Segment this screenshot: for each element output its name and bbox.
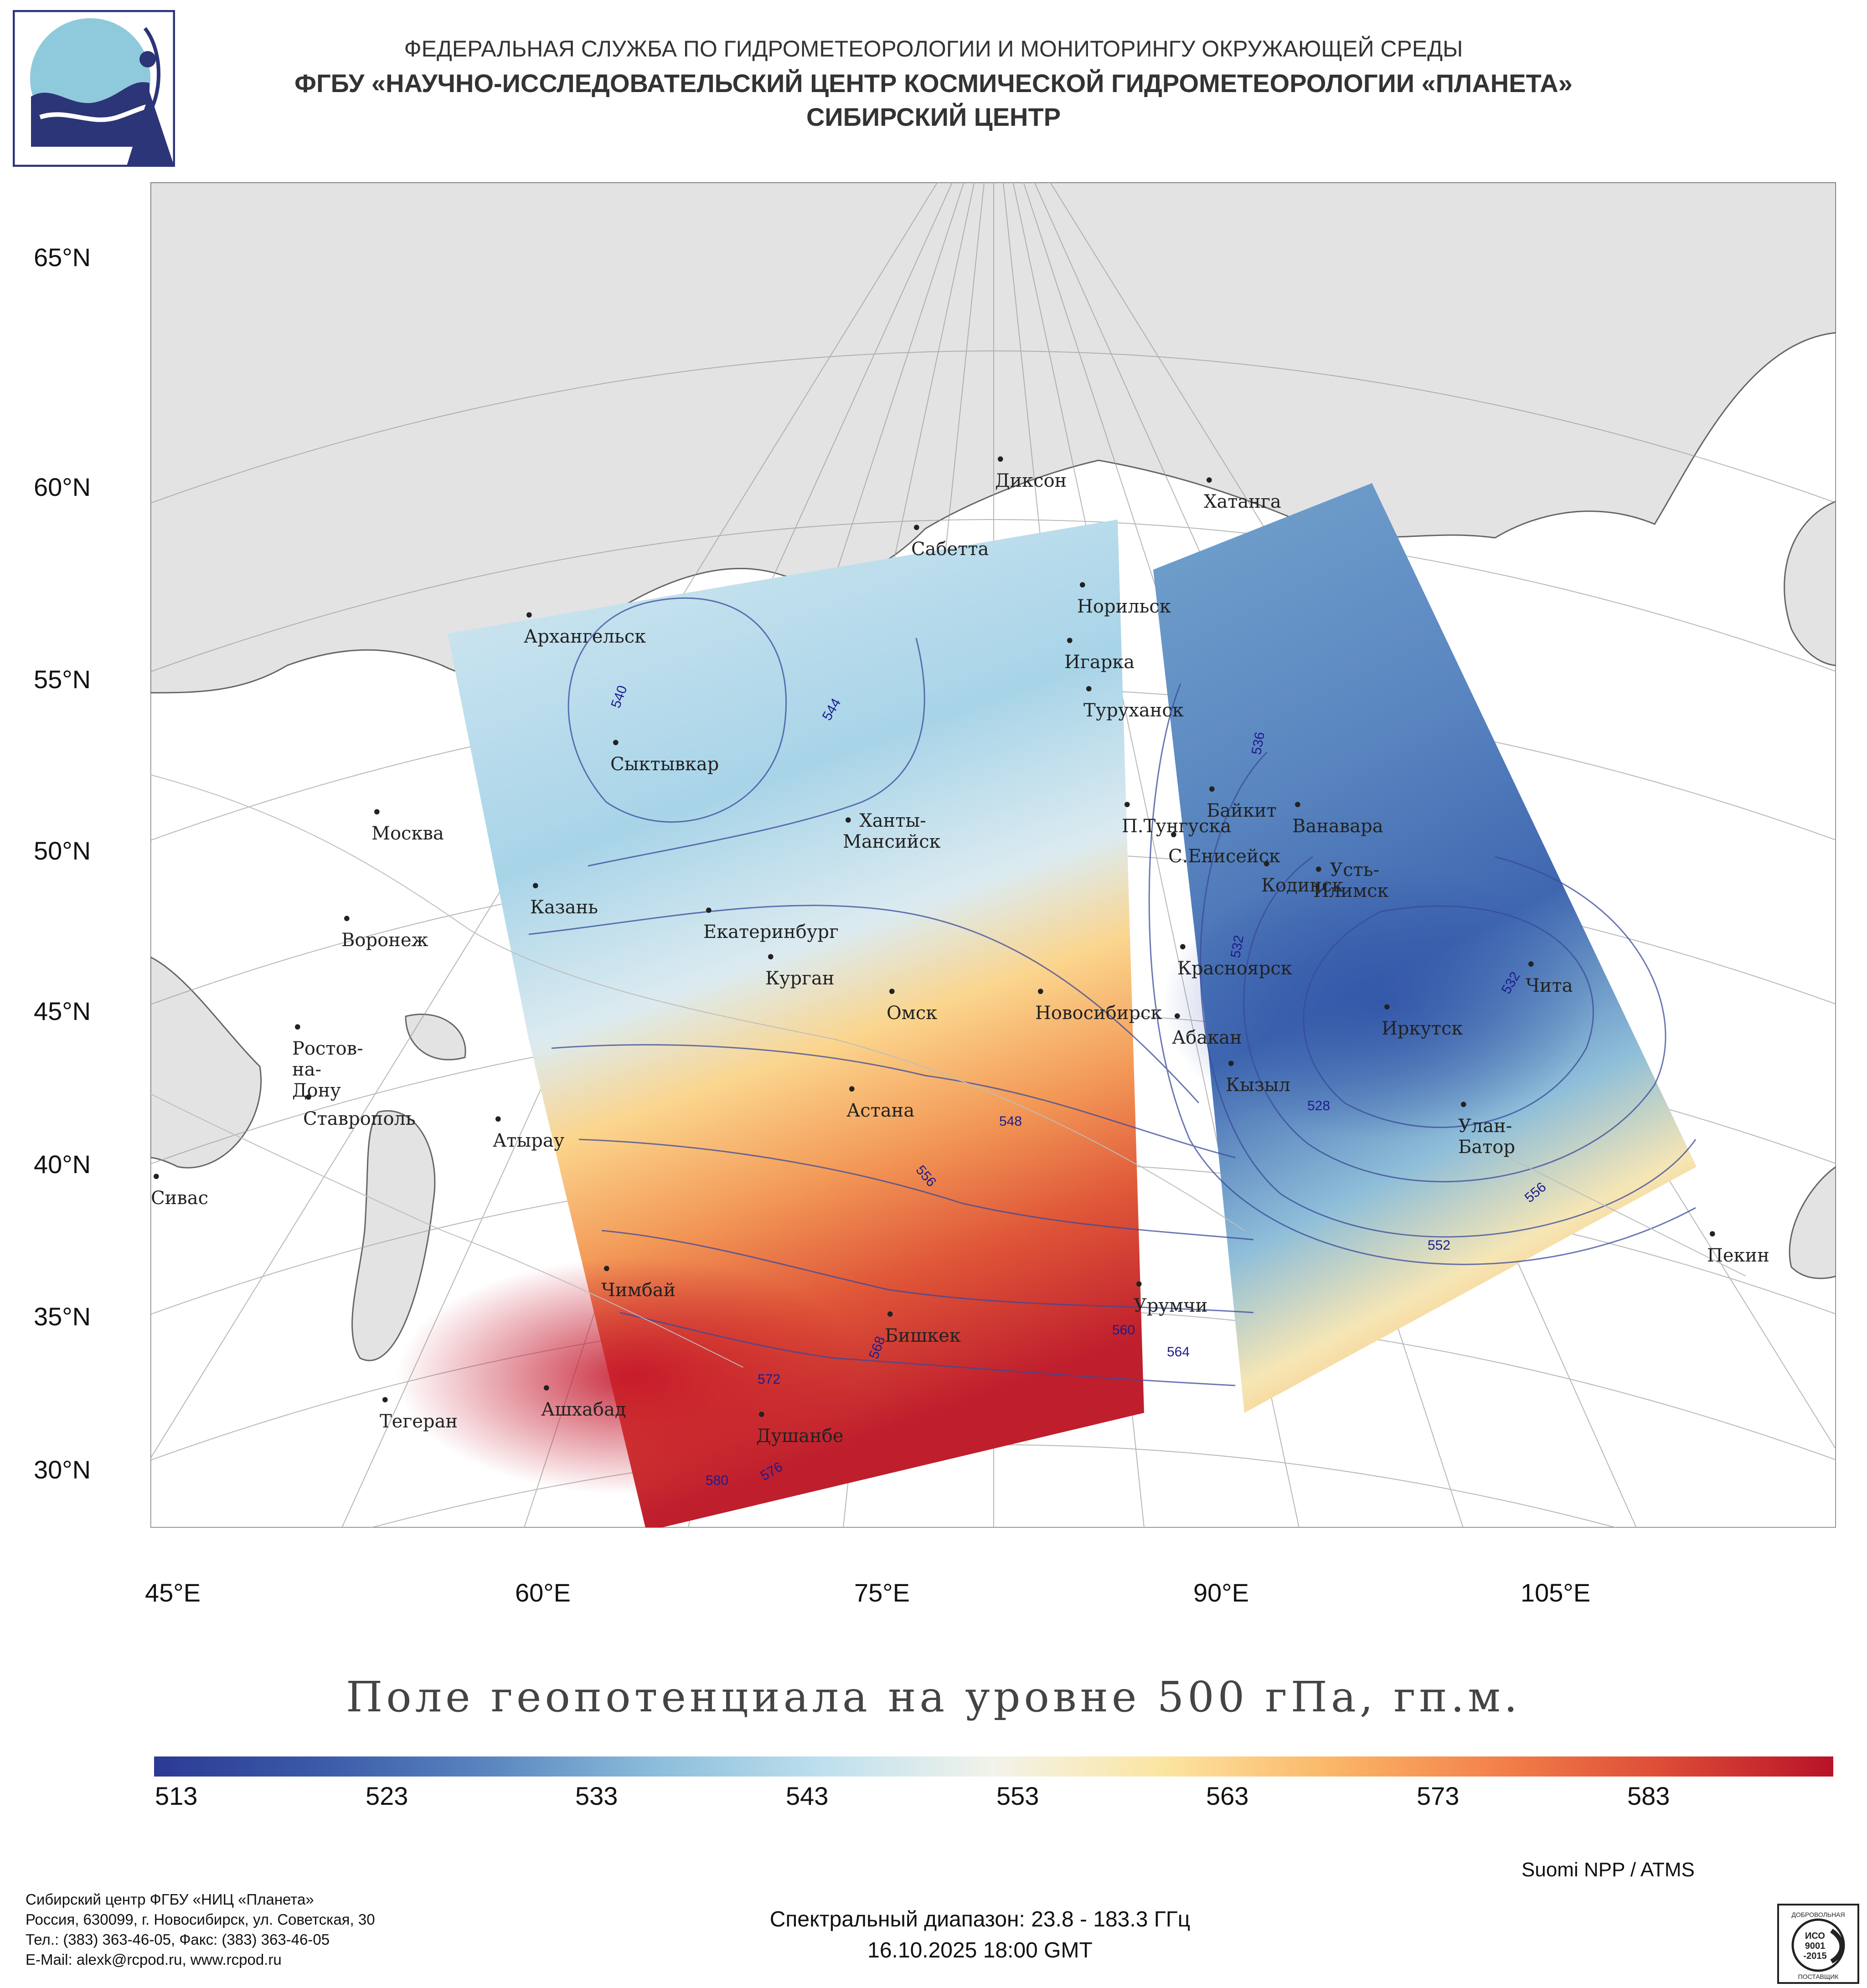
iso-line2: 9001 (1805, 1941, 1826, 1951)
colorbar-label: 533 (575, 1782, 618, 1810)
iso-certificate-icon: ДОБРОВОЛЬНАЯ ИСО 9001 -2015 ПОСТАВЩИК (1777, 1904, 1859, 1984)
footer-address: Россия, 630099, г. Новосибирск, ул. Сове… (26, 1911, 375, 1928)
city-chita: • Чита (1526, 954, 1573, 996)
city-stavropol: • Ставрополь (303, 1087, 416, 1129)
city-bishkek: • Бишкек (885, 1304, 961, 1346)
city-voronezh: • Воронеж (341, 909, 428, 951)
satellite-swaths (397, 483, 1697, 1528)
contour-lines (528, 597, 1697, 1386)
planeta-logo-icon (13, 10, 175, 167)
city-p-tunguska: • П.Тунгуска (1122, 795, 1232, 837)
lon-label: 105°E (1521, 1578, 1591, 1607)
city-syktyvkar: • Сыктывкар (610, 733, 719, 775)
footer-contacts: Сибирский центр ФГБУ «НИЦ «Планета» Росс… (26, 1890, 375, 1970)
footer-org: Сибирский центр ФГБУ «НИЦ «Планета» (26, 1891, 314, 1908)
city-abakan: • Абакан (1172, 1006, 1242, 1048)
lat-label: 30°N (34, 1455, 91, 1484)
contour-label: 572 (758, 1372, 781, 1387)
spectral-range: Спектральный диапазон: 23.8 - 183.3 ГГц (769, 1907, 1191, 1931)
colorbar-label: 573 (1417, 1782, 1460, 1810)
city-khanty-mansiysk: • Ханты-Мансийск (843, 810, 941, 852)
city-krasnoyarsk: • Красноярск (1177, 937, 1292, 979)
lat-label: 65°N (34, 243, 91, 272)
iso-top-text: ДОБРОВОЛЬНАЯ (1791, 1911, 1845, 1918)
city-kyzyl: • Кызыл (1226, 1054, 1290, 1096)
city-ulan-bator: • Улан-Батор (1458, 1095, 1516, 1158)
institute-title: ФГБУ «НАУЧНО-ИССЛЕДОВАТЕЛЬСКИЙ ЦЕНТР КОС… (294, 69, 1573, 98)
city-tehran: • Тегеран (380, 1390, 458, 1432)
city-dixon: • Диксон (995, 449, 1067, 491)
city-rostov-na-donu: • Ростов-на-Дону (292, 1017, 363, 1101)
iso-line3: -2015 (1803, 1951, 1826, 1961)
city-vanavara: • Ванавара (1292, 795, 1383, 837)
lon-label: 90°E (1193, 1578, 1249, 1607)
contour-label: 580 (706, 1473, 729, 1488)
satellite-instrument: Suomi NPP / ATMS (1521, 1859, 1695, 1881)
contour-label: 552 (1428, 1238, 1451, 1253)
city-ashgabat: • Ашхабад (541, 1378, 626, 1420)
colorbar (154, 1756, 1833, 1777)
lat-label: 35°N (34, 1302, 91, 1331)
city-khatanga: • Хатанга (1204, 470, 1281, 512)
contour-label: 564 (1167, 1344, 1190, 1360)
contour-label: 560 (1112, 1323, 1135, 1338)
city-norilsk: • Норильск (1077, 575, 1171, 617)
borders (150, 774, 1746, 1368)
geopotential-map (150, 182, 1836, 1528)
city-kodinsk: • Кодинск (1261, 854, 1344, 896)
colorbar-label: 553 (996, 1782, 1039, 1810)
city-novosibirsk: • Новосибирск (1035, 982, 1162, 1024)
lat-label: 55°N (34, 665, 91, 694)
colorbar-label: 513 (155, 1782, 198, 1810)
city-sivas: • Сивас (151, 1167, 209, 1209)
contour-label: 528 (1307, 1098, 1331, 1113)
footer-info: Спектральный диапазон: 23.8 - 183.3 ГГц … (547, 1904, 1413, 1966)
lon-label: 60°E (515, 1578, 571, 1607)
lat-label: 50°N (34, 836, 91, 865)
footer-email: E-Mail: alexk@rcpod.ru, www.rcpod.ru (26, 1951, 282, 1968)
iso-bottom-text: ПОСТАВЩИК (1798, 1973, 1839, 1980)
colorbar-label: 563 (1206, 1782, 1249, 1810)
colorbar-label: 543 (786, 1782, 829, 1810)
city-ust-ilimsk: • Усть-Илимск (1313, 860, 1389, 901)
contour-label: 548 (999, 1114, 1022, 1129)
footer-phone: Тел.: (383) 363-46-05, Факс: (383) 363-4… (26, 1931, 330, 1948)
city-chimbay: • Чимбай (601, 1259, 676, 1301)
colorbar-label: 523 (366, 1782, 408, 1810)
city-sabetta: • Сабетта (911, 518, 989, 560)
city-dushanbe: • Душанбе (756, 1405, 844, 1447)
city-baykit: • Байкит (1207, 779, 1277, 821)
colorbar-label: 583 (1627, 1782, 1670, 1810)
observation-datetime: 16.10.2025 18:00 GMT (867, 1938, 1093, 1962)
city-astana: • Астана (846, 1079, 915, 1121)
map-title: Поле геопотенциала на уровне 500 гПа, гп… (346, 1673, 1521, 1721)
city-kurgan: • Курган (765, 947, 835, 989)
city-irkutsk: • Иркутск (1382, 997, 1463, 1039)
city-igarka: • Игарка (1064, 631, 1135, 673)
lat-label: 40°N (34, 1150, 91, 1179)
city-omsk: • Омск (887, 982, 938, 1024)
lon-label: 45°E (145, 1578, 201, 1607)
city-s-eniseysk: • С.Енисейск (1168, 825, 1280, 867)
city-beijing: • Пекин (1707, 1224, 1769, 1266)
city-moscow: • Москва (371, 802, 444, 844)
city-urumqi: • Урумчи (1134, 1274, 1208, 1316)
center-title: СИБИРСКИЙ ЦЕНТР (806, 103, 1061, 131)
iso-line1: ИСО (1805, 1931, 1825, 1941)
city-turukhansk: • Туруханск (1083, 679, 1184, 721)
city-ekaterinburg: • Екатеринбург (703, 901, 839, 942)
lon-label: 75°E (854, 1578, 910, 1607)
agency-title: ФЕДЕРАЛЬНАЯ СЛУЖБА ПО ГИДРОМЕТЕОРОЛОГИИ … (404, 36, 1463, 62)
city-kazan: • Казань (530, 876, 598, 918)
lat-label: 60°N (34, 473, 91, 501)
city-arkhangelsk: • Архангельск (524, 605, 646, 647)
lat-label: 45°N (34, 997, 91, 1025)
city-atyrau: • Атырау (493, 1109, 565, 1151)
